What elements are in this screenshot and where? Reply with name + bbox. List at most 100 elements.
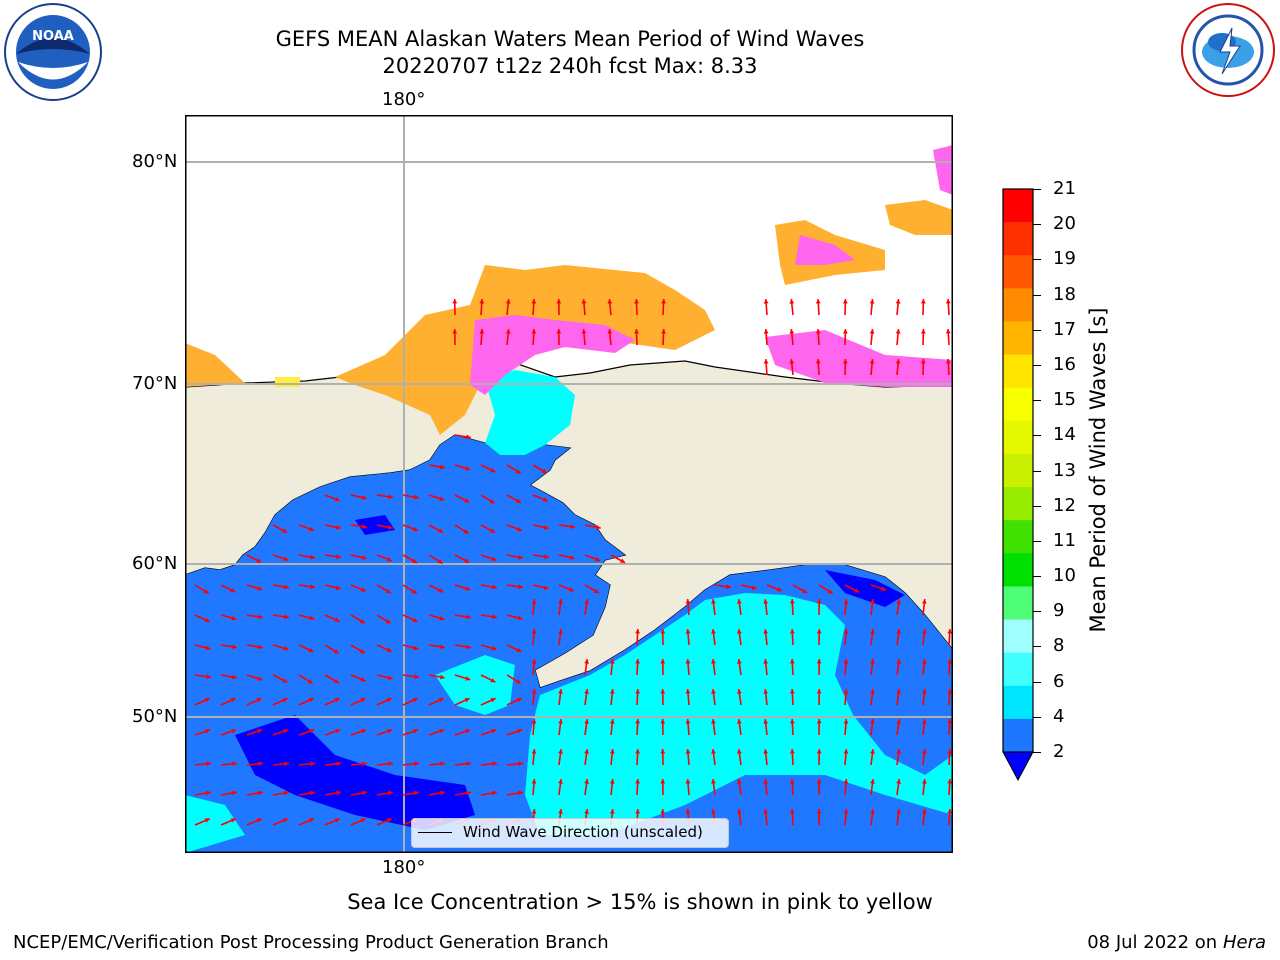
colorbar-cell <box>1003 553 1033 587</box>
wave-direction-arrowhead <box>816 749 822 754</box>
wave-direction-arrowhead <box>204 818 210 823</box>
wave-direction-arrowhead <box>635 689 641 694</box>
wave-direction-arrowhead <box>921 659 927 664</box>
colorbar-tick-mark <box>1033 540 1041 542</box>
wave-direction-arrowhead <box>685 599 691 604</box>
wave-direction-arrowhead <box>816 809 822 814</box>
wave-direction-arrowhead <box>711 659 716 664</box>
colorbar-tick-mark <box>1033 259 1041 261</box>
wave-direction-arrowhead <box>685 689 691 694</box>
colorbar-tick-label: 16 <box>1053 353 1076 375</box>
wave-direction-arrowhead <box>284 584 289 590</box>
wave-direction-arrowhead <box>531 749 537 754</box>
wave-direction-arrowhead <box>763 809 769 814</box>
wave-direction-arrowhead <box>558 809 563 814</box>
wave-direction-arrowhead <box>609 659 615 664</box>
wave-direction-arrowhead <box>763 629 769 634</box>
wave-direction-arrowhead <box>515 679 521 684</box>
wave-direction-arrowhead <box>558 779 563 784</box>
wave-direction-arrowhead <box>204 617 210 623</box>
wave-direction-arrowhead <box>584 779 589 784</box>
wave-direction-arrowhead <box>231 728 237 734</box>
wave-direction-arrowhead <box>789 689 795 694</box>
wave-direction-arrowhead <box>737 689 742 694</box>
wave-direction-arrowhead <box>310 761 315 767</box>
wave-direction-arrowhead <box>360 677 366 682</box>
wave-direction-arrowhead <box>413 526 419 532</box>
wave-direction-arrowhead <box>531 779 537 784</box>
wave-direction-arrowhead <box>896 719 901 724</box>
wave-direction-arrowhead <box>843 629 849 634</box>
wave-direction-arrowhead <box>362 524 367 529</box>
wave-direction-arrowhead <box>505 329 511 334</box>
wave-direction-arrowhead <box>947 629 953 634</box>
wave-direction-arrowhead <box>584 659 589 664</box>
colorbar-tick-mark <box>1033 329 1041 331</box>
wave-direction-arrowhead <box>660 779 666 784</box>
wave-direction-arrowhead <box>308 698 314 703</box>
wave-direction-arrowhead <box>284 614 289 620</box>
wave-direction-arrowhead <box>921 779 927 784</box>
wave-direction-arrowhead <box>413 728 419 734</box>
colorbar-title: Mean Period of Wind Waves [s] <box>1086 307 1110 633</box>
wave-direction-arrowhead <box>609 749 615 754</box>
wave-direction-arrowhead <box>584 599 589 604</box>
wave-direction-arrowhead <box>558 749 563 754</box>
wave-direction-arrowhead <box>870 779 875 784</box>
wave-direction-arrowhead <box>763 719 769 724</box>
wave-direction-arrowhead <box>439 728 445 734</box>
wave-direction-arrowhead <box>490 677 496 683</box>
wave-direction-arrowhead <box>492 584 497 590</box>
legend-line-sample <box>418 832 452 833</box>
wave-direction-arrowhead <box>789 659 795 664</box>
chart-subtitle: 20220707 t12z 240h fcst Max: 8.33 <box>382 54 758 78</box>
wave-direction-arrowhead <box>309 526 315 532</box>
wave-direction-arrowhead <box>947 659 953 664</box>
wave-direction-arrowhead <box>411 589 417 594</box>
colorbar-tick-mark <box>1033 681 1041 683</box>
wave-direction-arrowhead <box>360 818 366 823</box>
wave-direction-arrowhead <box>440 790 445 796</box>
wave-direction-arrowhead <box>685 629 691 634</box>
wave-direction-arrowhead <box>206 674 211 680</box>
wave-direction-arrowhead <box>257 728 263 734</box>
wave-direction-arrowhead <box>283 645 289 651</box>
sea-ice-yellow <box>275 377 300 387</box>
colorbar-tick-label: 13 <box>1053 459 1076 481</box>
wave-direction-arrowhead <box>763 299 769 304</box>
wave-direction-arrowhead <box>920 299 926 304</box>
wave-direction-arrowhead <box>232 674 237 680</box>
colorbar-cell <box>1003 586 1033 621</box>
wind-wave-arrows <box>194 298 953 826</box>
wave-direction-arrowhead <box>595 524 601 530</box>
wave-direction-arrowhead <box>361 728 367 734</box>
wave-direction-arrowhead <box>282 698 288 703</box>
wave-direction-arrowhead <box>490 467 496 473</box>
wave-direction-arrowhead <box>517 728 523 734</box>
wave-direction-arrowhead <box>843 749 849 754</box>
wave-direction-arrowhead <box>440 464 445 470</box>
wave-direction-arrowhead <box>544 554 549 559</box>
wave-direction-arrowhead <box>556 299 562 304</box>
wave-direction-arrowhead <box>256 558 262 563</box>
wave-direction-arrowhead <box>947 809 953 814</box>
wave-direction-arrowhead <box>556 329 562 334</box>
colorbar-cell <box>1003 354 1033 389</box>
wave-direction-arrowhead <box>870 689 875 694</box>
colorbar-tick-mark <box>1033 364 1041 366</box>
wave-direction-arrowhead <box>685 749 691 754</box>
wave-direction-arrowhead <box>570 524 575 529</box>
wave-direction-arrowhead <box>843 599 849 604</box>
wave-direction-arrowhead <box>517 615 523 621</box>
wave-direction-arrowhead <box>515 469 521 474</box>
wave-direction-arrowhead <box>386 647 392 652</box>
wave-direction-arrowhead <box>440 761 445 767</box>
wave-direction-arrowhead <box>464 558 470 563</box>
colorbar-tick-label: 21 <box>1053 178 1076 199</box>
footer-date: 08 Jul 2022 on Hera <box>1087 932 1266 953</box>
wave-direction-arrowhead <box>308 647 314 653</box>
wave-direction-arrowhead <box>206 790 211 796</box>
wave-direction-arrowhead <box>870 599 875 604</box>
wave-direction-arrowhead <box>789 629 795 634</box>
wave-direction-arrowhead <box>816 599 822 604</box>
